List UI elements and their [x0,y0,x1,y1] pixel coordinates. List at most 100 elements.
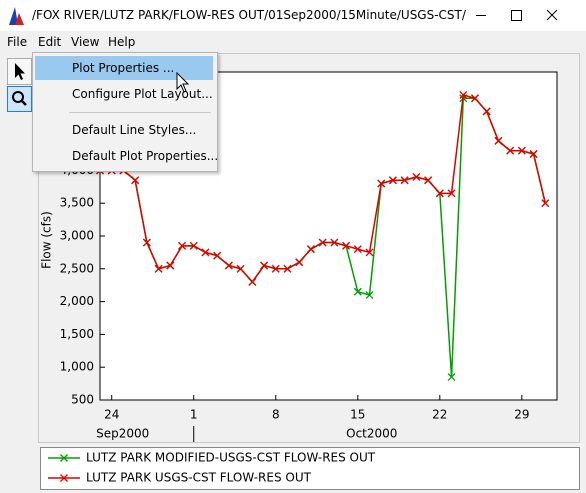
point-marker [260,261,269,270]
point-marker [178,241,186,250]
point-marker [283,264,292,273]
point-marker [541,199,550,208]
point-marker [260,261,269,270]
point-marker [494,136,503,145]
point-marker [388,176,397,185]
point-marker [412,173,421,181]
point-marker [236,264,245,273]
point-marker [224,261,233,270]
menu-help[interactable]: Help [108,35,136,49]
point-marker [435,189,444,198]
y-tick-label: 1,000 [60,360,94,374]
point-marker [471,94,479,103]
point-marker [529,150,538,158]
point-marker [271,264,280,273]
point-marker [318,238,327,247]
legend-marker [60,454,68,462]
point-marker [154,264,163,273]
edit-dropdown: Plot Properties ... Configure Plot Layou… [32,52,218,172]
point-marker [318,238,327,247]
point-marker [459,94,468,103]
x-tick-label: 1 [190,408,198,422]
menu-option[interactable]: Plot Properties ... [35,56,213,80]
point-marker [213,251,222,260]
window-title: /FOX RIVER/LUTZ PARK/FLOW-RES OUT/01Sep2… [32,8,466,22]
point-marker [377,179,386,188]
point-marker [142,238,151,247]
point-marker [131,176,140,185]
point-marker [283,264,292,273]
point-marker [131,176,140,185]
menu-bar: File Edit View Help [0,32,586,52]
point-marker [517,146,526,155]
point-marker [154,264,163,273]
point-marker [494,136,503,145]
point-marker [201,248,210,257]
y-tick-label: 1,500 [60,327,94,341]
menu-edit[interactable]: Edit [38,35,62,49]
point-marker [541,199,550,208]
point-marker [400,176,409,185]
point-marker [142,238,151,247]
point-marker [330,238,339,247]
point-marker [353,287,362,296]
title-bar: /FOX RIVER/LUTZ PARK/FLOW-RES OUT/01Sep2… [0,0,586,31]
point-marker [189,241,198,250]
point-marker [412,173,421,181]
x-tick-label: 24 [104,408,119,422]
point-marker [471,94,479,103]
menu-file[interactable]: File [7,35,28,49]
point-marker [365,248,374,257]
point-marker [400,176,409,185]
point-marker [295,258,304,267]
y-tick-label: 2,500 [60,261,94,275]
point-marker [506,146,515,155]
point-marker [447,373,456,381]
legend-label: LUTZ PARK MODIFIED-USGS-CST FLOW-RES OUT [86,451,376,465]
point-marker [365,291,374,299]
month-label: Oct2000 [346,427,397,441]
point-marker [482,107,491,116]
legend [40,447,580,490]
point-marker [330,238,339,247]
point-marker [201,248,210,257]
legend-label: LUTZ PARK USGS-CST FLOW-RES OUT [86,471,312,485]
point-marker [353,245,362,254]
y-axis-label: Flow (cfs) [40,211,54,269]
point-marker [447,189,456,198]
point-marker [342,241,351,250]
point-marker [388,176,397,185]
point-marker [306,245,315,254]
point-marker [271,264,280,273]
point-marker [517,146,526,155]
point-marker [529,150,538,158]
month-label: Sep2000 [96,427,149,441]
menu-option[interactable]: Default Line Styles... [72,123,197,137]
pointer-tool[interactable] [7,58,32,85]
zoom-tool[interactable] [7,86,32,112]
point-marker [224,261,233,270]
x-tick-label: 15 [350,408,365,422]
x-tick-label: 29 [514,408,529,422]
menu-view[interactable]: View [71,35,100,49]
y-tick-label: 3,500 [60,196,94,210]
app-icon [9,7,24,25]
x-tick-label: 8 [272,408,280,422]
point-marker [295,258,304,267]
y-tick-label: 2,000 [60,294,94,308]
point-marker [306,245,315,254]
window-controls[interactable] [466,0,586,31]
point-marker [166,261,175,270]
point-marker [248,277,257,286]
x-tick-label: 22 [432,408,447,422]
menu-option[interactable]: Configure Plot Layout... [72,87,213,101]
menu-option[interactable]: Default Plot Properties... [72,149,219,163]
point-marker [189,241,198,250]
point-marker [213,251,222,260]
point-marker [435,189,444,198]
point-marker [166,261,175,270]
point-marker [236,264,245,273]
legend-marker [60,474,68,482]
y-tick-label: 3,000 [60,229,94,243]
